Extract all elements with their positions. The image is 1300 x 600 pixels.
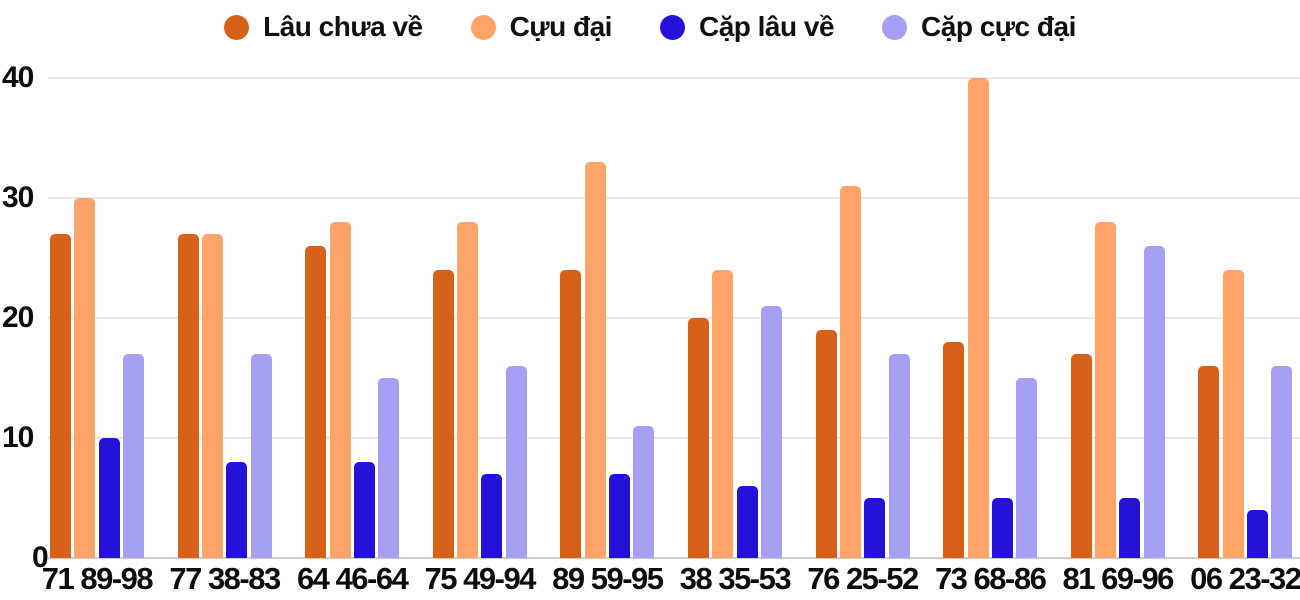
bar <box>967 78 989 558</box>
gridline <box>48 77 1300 79</box>
bar <box>177 234 199 558</box>
legend-label: Lâu chưa về <box>263 11 423 42</box>
bar <box>584 162 606 558</box>
x-tick-label: 75 49-94 <box>424 561 537 596</box>
bar <box>815 330 837 558</box>
bar <box>50 234 71 558</box>
bar <box>888 354 910 558</box>
x-tick-label: 64 46-64 <box>296 561 409 596</box>
legend-marker-icon <box>470 14 496 40</box>
legend-label: Cựu đại <box>509 11 613 42</box>
bar <box>839 186 861 558</box>
x-tick-label: 38 35-53 <box>679 561 792 596</box>
bar <box>250 354 272 558</box>
legend-item: Lâu chưa về <box>224 11 423 43</box>
x-axis-line <box>48 557 1300 559</box>
bar <box>943 342 965 558</box>
bar <box>991 498 1013 558</box>
bar <box>1070 354 1092 558</box>
bar <box>1247 510 1268 558</box>
legend-item: Cặp cực đại <box>882 11 1076 43</box>
bar <box>736 486 758 558</box>
x-tick-label: 81 69-96 <box>1062 561 1175 596</box>
bar <box>1222 270 1244 558</box>
bar <box>457 222 479 558</box>
bar <box>1198 366 1220 558</box>
legend-marker-icon <box>224 14 250 40</box>
bar <box>432 270 454 558</box>
y-tick-label: 10 <box>2 421 34 454</box>
bar <box>98 438 120 558</box>
bar <box>1271 366 1293 558</box>
legend-label: Cặp cực đại <box>921 11 1076 42</box>
y-tick-label: 0 <box>32 541 49 574</box>
bar <box>305 246 327 558</box>
gridline <box>48 317 1300 319</box>
bar <box>481 474 503 558</box>
bar <box>353 462 375 558</box>
bar <box>329 222 351 558</box>
bar <box>760 306 782 558</box>
bar <box>864 498 886 558</box>
legend-item: Cựu đại <box>470 11 613 43</box>
bar <box>560 270 582 558</box>
bar <box>1119 498 1141 558</box>
bar <box>74 198 96 558</box>
bar <box>609 474 630 558</box>
legend-label: Cặp lâu về <box>698 11 835 42</box>
legend-marker-icon <box>882 14 908 40</box>
x-tick-label: 77 38-83 <box>169 561 281 596</box>
legend: Lâu chưa về Cựu đại Cặp lâu về Cặp cực đại <box>0 6 1300 48</box>
x-tick-label: 71 89-98 <box>41 561 154 596</box>
x-tick-label: 06 23-32 <box>1190 561 1300 596</box>
y-tick-label: 20 <box>2 301 34 334</box>
x-tick-label: 76 25-52 <box>807 561 919 596</box>
bar <box>1095 222 1117 558</box>
x-tick-label: 73 68-86 <box>934 561 1047 596</box>
bar <box>633 426 655 558</box>
legend-marker-icon <box>659 14 685 40</box>
x-tick-label: 89 59-95 <box>552 561 664 596</box>
bar <box>1143 246 1165 558</box>
gridline <box>48 197 1300 199</box>
y-tick-label: 40 <box>2 61 34 94</box>
bar <box>378 378 400 558</box>
bar <box>201 234 223 558</box>
legend-item: Cặp lâu về <box>659 11 835 43</box>
bar <box>1016 378 1038 558</box>
y-tick-label: 30 <box>2 181 34 214</box>
bar <box>712 270 734 558</box>
gridline <box>48 437 1300 439</box>
bar <box>688 318 709 558</box>
bar <box>505 366 527 558</box>
bar <box>226 462 248 558</box>
bar <box>122 354 144 558</box>
